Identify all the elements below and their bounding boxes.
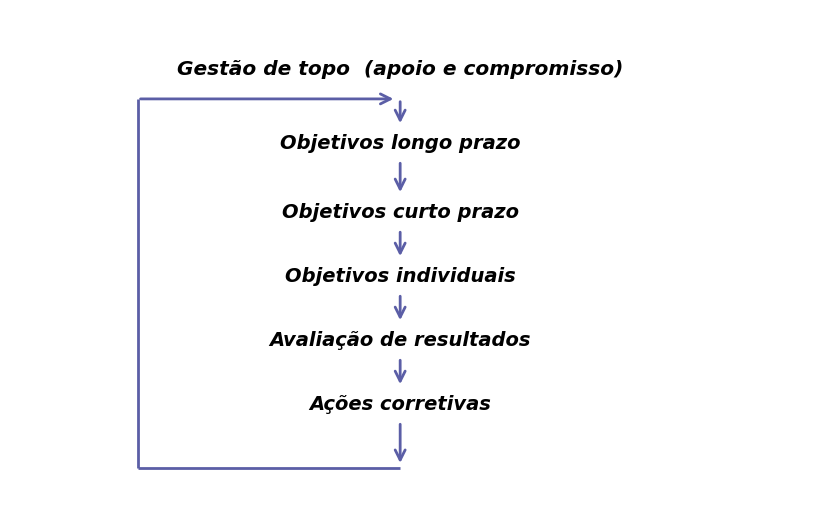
Text: Objetivos curto prazo: Objetivos curto prazo (282, 203, 519, 222)
Text: Ações corretivas: Ações corretivas (309, 394, 491, 414)
Text: Objetivos individuais: Objetivos individuais (285, 267, 516, 286)
Text: Objetivos longo prazo: Objetivos longo prazo (280, 134, 521, 153)
Text: Gestão de topo  (apoio e compromisso): Gestão de topo (apoio e compromisso) (177, 60, 623, 79)
Text: Avaliação de resultados: Avaliação de resultados (269, 331, 531, 350)
